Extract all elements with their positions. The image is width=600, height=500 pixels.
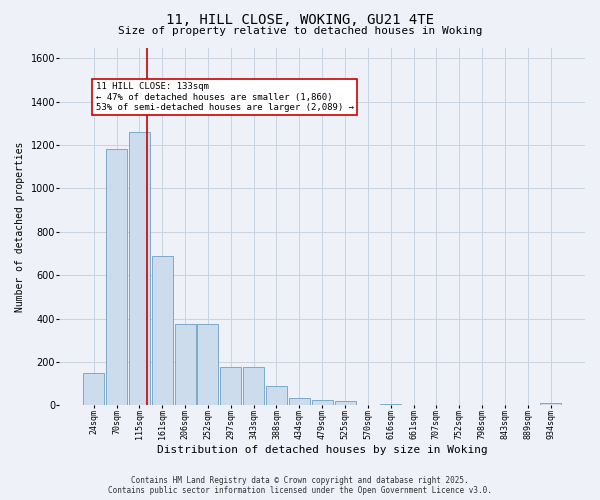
Bar	[175, 324, 196, 406]
Bar	[335, 401, 356, 406]
Text: 11, HILL CLOSE, WOKING, GU21 4TE: 11, HILL CLOSE, WOKING, GU21 4TE	[166, 12, 434, 26]
Bar	[129, 132, 150, 406]
Bar	[243, 368, 264, 406]
Bar	[197, 324, 218, 406]
Bar	[289, 398, 310, 406]
Bar	[83, 373, 104, 406]
Bar	[106, 150, 127, 406]
Text: Contains HM Land Registry data © Crown copyright and database right 2025.
Contai: Contains HM Land Registry data © Crown c…	[108, 476, 492, 495]
Bar	[540, 403, 561, 406]
Bar	[220, 368, 241, 406]
Bar	[380, 404, 401, 406]
Text: 11 HILL CLOSE: 133sqm
← 47% of detached houses are smaller (1,860)
53% of semi-d: 11 HILL CLOSE: 133sqm ← 47% of detached …	[95, 82, 353, 112]
Y-axis label: Number of detached properties: Number of detached properties	[15, 141, 25, 312]
Text: Size of property relative to detached houses in Woking: Size of property relative to detached ho…	[118, 26, 482, 36]
Bar	[311, 400, 332, 406]
Bar	[152, 256, 173, 406]
X-axis label: Distribution of detached houses by size in Woking: Distribution of detached houses by size …	[157, 445, 488, 455]
Bar	[266, 386, 287, 406]
